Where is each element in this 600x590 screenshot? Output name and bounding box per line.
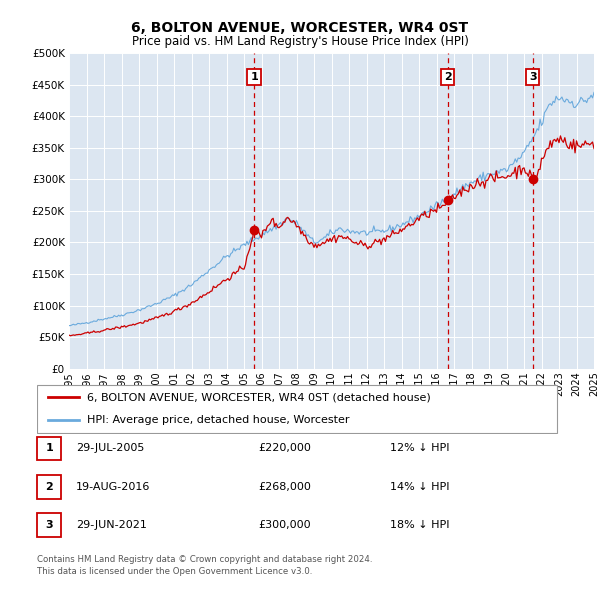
Text: Contains HM Land Registry data © Crown copyright and database right 2024.: Contains HM Land Registry data © Crown c… bbox=[37, 555, 373, 564]
Text: 2: 2 bbox=[46, 482, 53, 491]
Text: £268,000: £268,000 bbox=[258, 482, 311, 491]
Text: HPI: Average price, detached house, Worcester: HPI: Average price, detached house, Worc… bbox=[87, 415, 349, 425]
Text: 1: 1 bbox=[46, 444, 53, 453]
Text: 1: 1 bbox=[250, 72, 258, 82]
Text: 29-JUN-2021: 29-JUN-2021 bbox=[76, 520, 147, 530]
Text: 6, BOLTON AVENUE, WORCESTER, WR4 0ST: 6, BOLTON AVENUE, WORCESTER, WR4 0ST bbox=[131, 21, 469, 35]
Text: 3: 3 bbox=[529, 72, 536, 82]
Text: 3: 3 bbox=[46, 520, 53, 530]
Text: 19-AUG-2016: 19-AUG-2016 bbox=[76, 482, 151, 491]
FancyBboxPatch shape bbox=[37, 385, 557, 432]
Text: 2: 2 bbox=[443, 72, 451, 82]
Text: £220,000: £220,000 bbox=[258, 444, 311, 453]
Text: Price paid vs. HM Land Registry's House Price Index (HPI): Price paid vs. HM Land Registry's House … bbox=[131, 35, 469, 48]
Text: 14% ↓ HPI: 14% ↓ HPI bbox=[390, 482, 449, 491]
Text: 12% ↓ HPI: 12% ↓ HPI bbox=[390, 444, 449, 453]
Text: 18% ↓ HPI: 18% ↓ HPI bbox=[390, 520, 449, 530]
Text: £300,000: £300,000 bbox=[258, 520, 311, 530]
Text: 29-JUL-2005: 29-JUL-2005 bbox=[76, 444, 145, 453]
Text: This data is licensed under the Open Government Licence v3.0.: This data is licensed under the Open Gov… bbox=[37, 566, 313, 576]
Text: 6, BOLTON AVENUE, WORCESTER, WR4 0ST (detached house): 6, BOLTON AVENUE, WORCESTER, WR4 0ST (de… bbox=[87, 392, 431, 402]
